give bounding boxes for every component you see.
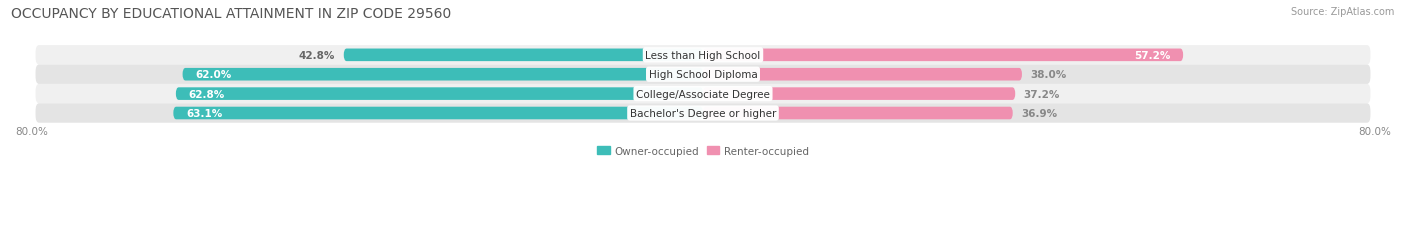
FancyBboxPatch shape [35,85,1371,104]
FancyBboxPatch shape [35,65,1371,85]
FancyBboxPatch shape [703,107,1012,120]
FancyBboxPatch shape [35,46,1371,65]
FancyBboxPatch shape [176,88,703,100]
Text: 36.9%: 36.9% [1021,109,1057,119]
Text: 62.0%: 62.0% [195,70,232,80]
Text: OCCUPANCY BY EDUCATIONAL ATTAINMENT IN ZIP CODE 29560: OCCUPANCY BY EDUCATIONAL ATTAINMENT IN Z… [11,7,451,21]
Legend: Owner-occupied, Renter-occupied: Owner-occupied, Renter-occupied [593,142,813,160]
Text: 38.0%: 38.0% [1031,70,1067,80]
FancyBboxPatch shape [703,69,1022,81]
FancyBboxPatch shape [35,104,1371,123]
FancyBboxPatch shape [703,88,1015,100]
Text: College/Associate Degree: College/Associate Degree [636,89,770,99]
Text: 62.8%: 62.8% [188,89,225,99]
Text: 57.2%: 57.2% [1135,51,1171,61]
Text: Bachelor's Degree or higher: Bachelor's Degree or higher [630,109,776,119]
FancyBboxPatch shape [183,69,703,81]
FancyBboxPatch shape [173,107,703,120]
Text: Less than High School: Less than High School [645,51,761,61]
Text: High School Diploma: High School Diploma [648,70,758,80]
Text: 42.8%: 42.8% [299,51,335,61]
FancyBboxPatch shape [343,49,703,62]
Text: 37.2%: 37.2% [1024,89,1060,99]
FancyBboxPatch shape [703,49,1184,62]
Text: Source: ZipAtlas.com: Source: ZipAtlas.com [1291,7,1395,17]
Text: 63.1%: 63.1% [186,109,222,119]
